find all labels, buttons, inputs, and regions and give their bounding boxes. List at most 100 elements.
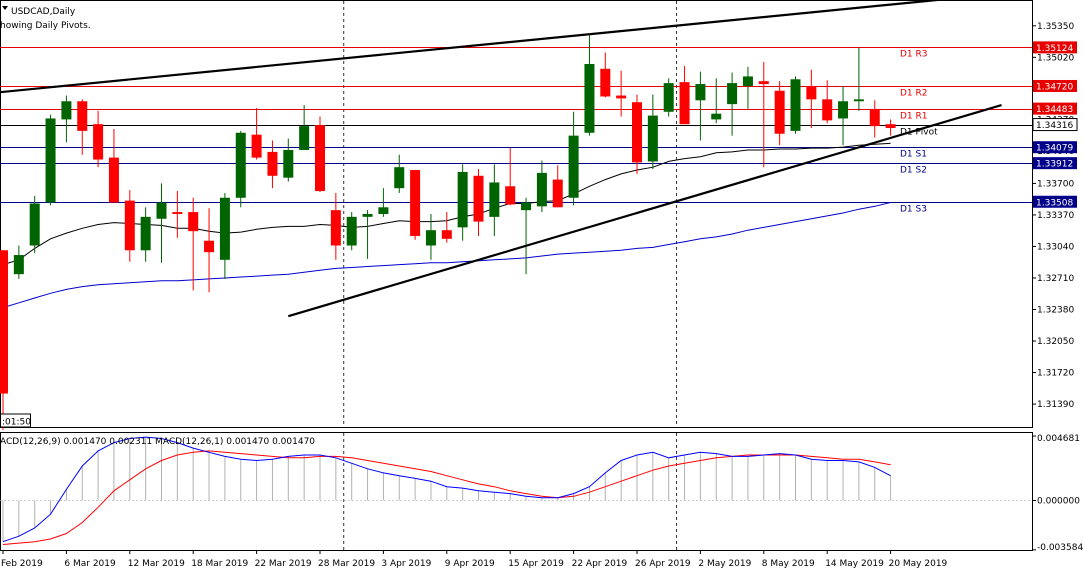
pivot-label: D1 R2: [900, 89, 928, 99]
price-tags: 1.35124 1.34720 1.34483 1.34316 1.34079 1.339…: [1032, 41, 1078, 208]
bull-candle: [727, 83, 738, 105]
bear-candle: [315, 125, 325, 192]
bull-candle: [13, 255, 24, 275]
symbol-dropdown-icon[interactable]: [2, 6, 8, 10]
price-tag: [1033, 195, 1077, 208]
pivot-label: D1 R3: [900, 50, 928, 60]
bull-candle: [536, 172, 547, 207]
date-label: 3 Apr 2019: [381, 559, 431, 569]
macd-tick-label: 0.000000: [1037, 496, 1080, 506]
date-label: 15 Apr 2019: [508, 559, 564, 569]
date-label: 28 Mar 2019: [318, 559, 375, 569]
bull-candle: [219, 197, 230, 260]
price-tick-label: 1.32050: [1037, 337, 1074, 347]
price-tick-label: 1.32380: [1037, 306, 1074, 316]
bear-candle: [822, 99, 833, 121]
price-tag: [1032, 118, 1078, 132]
date-label: 2 May 2019: [698, 559, 751, 569]
bear-candle: [0, 250, 8, 394]
bull-candle: [647, 115, 658, 162]
price-tag-label: 1.33912: [1036, 160, 1073, 170]
bull-candle: [711, 113, 722, 120]
bear-candle: [188, 212, 199, 232]
period-separators: [343, 1, 678, 550]
bear-candle: [473, 175, 484, 222]
bull-candle: [362, 213, 373, 217]
price-tick-label: 1.33040: [1037, 242, 1074, 252]
bull-candle: [838, 101, 849, 119]
date-label: 12 Mar 2019: [128, 559, 185, 569]
date-label: Feb 2019: [1, 559, 43, 569]
indicator-note: howing Daily Pivots.: [0, 21, 91, 31]
price-tag-label: 1.34316: [1036, 121, 1073, 131]
date-label: 26 Apr 2019: [635, 559, 691, 569]
price-tick-label: 1.35350: [1037, 22, 1074, 32]
bull-candle: [61, 101, 72, 120]
bull-candle: [235, 132, 246, 198]
pivot-label: D1 S3: [900, 205, 927, 215]
bear-candle: [124, 200, 135, 251]
price-tag-label: 1.34483: [1036, 105, 1073, 115]
time-label-box: [0, 413, 31, 428]
time-label: :01:50: [2, 418, 31, 428]
price-tag: [1033, 157, 1077, 170]
price-tag: [1033, 102, 1077, 115]
price-tag-label: 1.35124: [1036, 44, 1073, 54]
trendlines: [0, 0, 1002, 318]
bull-candle: [695, 84, 706, 101]
bear-candle: [616, 95, 627, 99]
bear-candle: [267, 151, 278, 176]
macd-signal-line: [2, 450, 891, 545]
bear-candle: [758, 81, 769, 85]
pivot-label: D1 S2: [900, 166, 927, 176]
price-tick-label: 1.31390: [1037, 400, 1074, 410]
bull-candle: [45, 118, 56, 203]
date-axis: Feb 2019 6 Mar 2019 12 Mar 2019 18 Mar 2019…: [1, 550, 948, 569]
date-label: 18 Mar 2019: [191, 559, 248, 569]
macd-axis: 0.004681 0.000000 -0.003584: [1032, 434, 1083, 553]
date-label: 9 Apr 2019: [445, 559, 495, 569]
bull-candle: [568, 135, 579, 198]
price-tick-label: 1.33700: [1037, 179, 1074, 189]
price-tick-label: 1.33370: [1037, 211, 1074, 221]
bear-candle: [410, 170, 421, 236]
price-tick-label: 1.35020: [1037, 53, 1074, 63]
bear-candle: [600, 68, 611, 97]
bear-candle: [93, 124, 104, 160]
macd-label: ACD(12,26,9) 0.001470 0.002311 MACD(12,2…: [0, 437, 315, 447]
bear-candle: [251, 134, 262, 158]
ma-long-line: [2, 202, 891, 309]
bear-candle: [552, 179, 563, 208]
bear-candle: [77, 101, 88, 131]
bear-candle: [330, 210, 341, 246]
bear-candle: [441, 230, 452, 239]
macd-main-line: [2, 436, 891, 543]
trendline: [0, 0, 949, 94]
pivot-label: D1 S1: [900, 150, 927, 160]
pivot-labels: D1 R3 D1 R2 D1 R1 D1 Pivot D1 S1 D1 S2 D1 S3: [900, 50, 938, 215]
date-label: 20 May 2019: [889, 559, 948, 569]
bull-candle: [489, 182, 500, 217]
bull-candle: [742, 76, 753, 86]
date-label: 22 Apr 2019: [572, 559, 628, 569]
bull-candle: [29, 203, 40, 246]
bull-candle: [378, 207, 389, 214]
bear-candle: [172, 212, 183, 214]
bear-candle: [774, 90, 785, 134]
pivot-label: D1 R1: [900, 112, 928, 122]
pivot-lines: [0, 47, 1032, 203]
bear-candle: [806, 85, 817, 100]
candlesticks: [0, 35, 896, 430]
bull-candle: [425, 230, 436, 246]
macd-tick-label: 0.004681: [1037, 434, 1080, 444]
macd-pane: [0, 436, 1032, 545]
bear-candle: [505, 186, 516, 205]
bull-candle: [584, 64, 595, 133]
date-label: 22 Mar 2019: [255, 559, 312, 569]
symbol-title: USDCAD,Daily: [11, 7, 76, 17]
bull-candle: [457, 171, 468, 228]
trendline: [287, 104, 1002, 318]
price-tick-label: 1.32710: [1037, 274, 1074, 284]
bear-candle: [204, 240, 215, 253]
